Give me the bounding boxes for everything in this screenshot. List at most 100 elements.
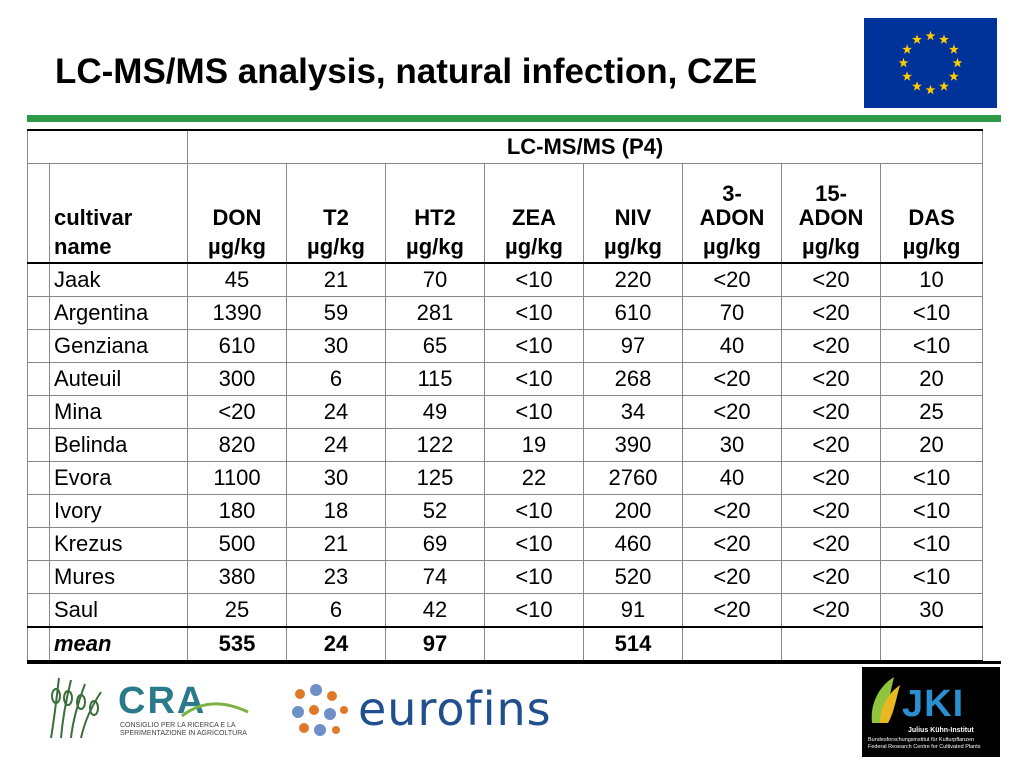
value-cell: <10 xyxy=(484,593,584,628)
col-header-3-adon: 3- ADON xyxy=(682,163,782,232)
mean-cell xyxy=(682,626,782,662)
spacer-cell xyxy=(27,329,50,363)
eu-star-icon xyxy=(948,71,959,81)
unit-3-adon: µg/kg xyxy=(682,232,782,264)
unit-zea: µg/kg xyxy=(484,232,584,264)
value-cell: <10 xyxy=(484,395,584,429)
value-cell: 21 xyxy=(286,262,386,297)
value-cell: <20 xyxy=(682,593,782,628)
jki-logo-subtitle: Bundesforschungsinstitut für Kulturpflan… xyxy=(868,737,981,751)
eu-star-icon xyxy=(939,34,949,44)
eu-star-icon xyxy=(898,57,909,68)
value-cell: <20 xyxy=(781,262,881,297)
value-cell: <10 xyxy=(484,362,584,396)
group-header: LC-MS/MS (P4) xyxy=(186,129,984,164)
value-cell: 70 xyxy=(385,262,485,297)
col-header-15-adon: 15- ADON xyxy=(781,163,881,232)
value-cell: <20 xyxy=(682,362,782,396)
value-cell: <10 xyxy=(879,296,984,330)
spacer-cell xyxy=(27,362,50,396)
value-cell: 610 xyxy=(187,329,287,363)
value-cell: 25 xyxy=(879,395,984,429)
spacer-cell xyxy=(27,626,50,662)
table-row: Genziana 610 30 65 <10 97 40 <20 <10 xyxy=(27,329,984,363)
value-cell: 52 xyxy=(385,494,485,528)
cra-logo-text: CRA xyxy=(118,680,207,722)
spacer-cell xyxy=(27,262,50,297)
mean-label-cell: mean xyxy=(49,626,188,662)
cultivar-cell: Saul xyxy=(49,593,188,628)
jki-leaf-icon xyxy=(871,677,900,723)
value-cell: <10 xyxy=(879,527,984,561)
table-row: Mina <20 24 49 <10 34 <20 <20 25 xyxy=(27,395,984,429)
col-header-das: DAS xyxy=(879,163,984,232)
mean-cell: 24 xyxy=(286,626,386,662)
spacer-cell xyxy=(27,593,50,628)
spacer-cell xyxy=(27,232,50,264)
unit-don: µg/kg xyxy=(187,232,287,264)
value-cell: 200 xyxy=(583,494,683,528)
value-cell: 21 xyxy=(286,527,386,561)
value-cell: 69 xyxy=(385,527,485,561)
eurofins-logo: eurofins xyxy=(290,680,570,740)
value-cell: 6 xyxy=(286,593,386,628)
unit-header-row: name µg/kg µg/kg µg/kg µg/kg µg/kg µg/kg… xyxy=(27,232,984,264)
value-cell: 40 xyxy=(682,461,782,495)
value-cell: <10 xyxy=(879,461,984,495)
col-header-zea: ZEA xyxy=(484,163,584,232)
value-cell: <10 xyxy=(879,560,984,594)
value-cell: <10 xyxy=(484,527,584,561)
value-cell: <20 xyxy=(781,296,881,330)
value-cell: 30 xyxy=(879,593,984,628)
col-header-15-adon-name: ADON xyxy=(798,205,864,230)
cultivar-cell: Krezus xyxy=(49,527,188,561)
eu-flag-logo xyxy=(864,18,997,108)
value-cell: 24 xyxy=(286,395,386,429)
cultivar-cell: Jaak xyxy=(49,262,188,297)
value-cell: <20 xyxy=(781,527,881,561)
value-cell: <20 xyxy=(781,362,881,396)
eu-star-icon xyxy=(939,81,949,91)
eurofins-dots-icon xyxy=(292,684,348,736)
mean-label: mean xyxy=(54,631,112,656)
value-cell: 30 xyxy=(682,428,782,462)
col-header-3-adon-top: 3- xyxy=(722,181,742,206)
slide-title: LC-MS/MS analysis, natural infection, CZ… xyxy=(55,52,758,91)
value-cell: <20 xyxy=(682,560,782,594)
value-cell: <20 xyxy=(781,593,881,628)
col-header-ht2: HT2 xyxy=(385,163,485,232)
value-cell: 10 xyxy=(879,262,984,297)
eu-star-icon xyxy=(948,44,959,54)
mean-cell: 535 xyxy=(187,626,287,662)
mean-cell xyxy=(484,626,584,662)
value-cell: 25 xyxy=(187,593,287,628)
value-cell: <10 xyxy=(484,560,584,594)
table-row: Mures 380 23 74 <10 520 <20 <20 <10 xyxy=(27,560,984,594)
table-row: Argentina 1390 59 281 <10 610 70 <20 <10 xyxy=(27,296,984,330)
cultivar-cell: Mures xyxy=(49,560,188,594)
eu-star-icon xyxy=(925,30,936,41)
value-cell: 65 xyxy=(385,329,485,363)
value-cell: <20 xyxy=(781,395,881,429)
col-header-15-adon-top: 15- xyxy=(815,181,847,206)
cultivar-cell: Mina xyxy=(49,395,188,429)
value-cell: 22 xyxy=(484,461,584,495)
jki-logo: JKI Julius Kühn-Institut Bundesforschung… xyxy=(862,667,1000,757)
unit-niv: µg/kg xyxy=(583,232,683,264)
value-cell: 40 xyxy=(682,329,782,363)
value-cell: 122 xyxy=(385,428,485,462)
value-cell: 268 xyxy=(583,362,683,396)
value-cell: 115 xyxy=(385,362,485,396)
value-cell: 460 xyxy=(583,527,683,561)
eu-star-icon xyxy=(952,57,963,68)
eu-star-icon xyxy=(925,84,936,95)
title-underline-rule xyxy=(27,115,1001,122)
value-cell: <20 xyxy=(682,527,782,561)
value-cell: <20 xyxy=(187,395,287,429)
column-header-row: cultivar DON T2 HT2 ZEA NIV 3- ADON 15- … xyxy=(27,163,984,232)
spacer-cell xyxy=(27,494,50,528)
cra-logo: CRA CONSIGLIO PER LA RICERCA E LA SPERIM… xyxy=(118,680,258,748)
cra-logo-subtitle: CONSIGLIO PER LA RICERCA E LA SPERIMENTA… xyxy=(120,722,247,737)
value-cell: 24 xyxy=(286,428,386,462)
spacer-cell xyxy=(27,163,50,232)
